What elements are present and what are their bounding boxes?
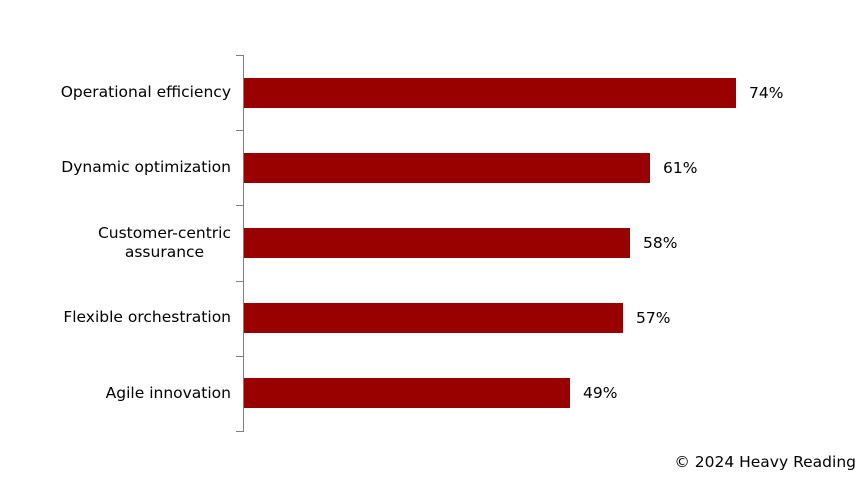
bar [244,303,623,334]
value-label: 74% [749,83,784,102]
category-label-cell: Dynamic optimization [0,158,231,177]
axis-tick [236,55,244,56]
plot-area: Operational efficiency 74% Dynamic optim… [0,55,862,432]
chart-rows: Operational efficiency 74% Dynamic optim… [0,55,862,431]
value-label: 58% [643,233,678,252]
chart-row: Customer-centric assurance 58% [0,205,862,280]
chart-row: Dynamic optimization 61% [0,130,862,205]
category-label: Dynamic optimization [61,158,231,177]
value-label: 49% [583,384,618,403]
category-label: Customer-centric assurance [97,223,231,261]
axis-tick [236,205,244,207]
category-label-cell: Flexible orchestration [0,308,231,327]
chart-row: Agile innovation 49% [0,356,862,431]
bar [244,227,630,258]
axis-tick [236,355,244,357]
chart-row: Operational efficiency 74% [0,55,862,130]
bar [244,378,570,409]
axis-tick [236,130,244,132]
chart-row: Flexible orchestration 57% [0,281,862,356]
category-label: Agile innovation [105,383,231,402]
category-label-cell: Customer-centric assurance [0,224,231,263]
category-label: Operational efficiency [60,82,231,101]
category-label-cell: Operational efficiency [0,83,231,102]
axis-tick [236,431,244,432]
value-label: 57% [636,309,671,328]
bar [244,77,736,108]
category-label-cell: Agile innovation [0,384,231,403]
y-axis-line [243,55,244,432]
category-label: Flexible orchestration [63,308,231,327]
value-label: 61% [663,158,698,177]
axis-tick [236,280,244,282]
copyright-attribution: © 2024 Heavy Reading [674,453,856,471]
bar [244,152,650,183]
